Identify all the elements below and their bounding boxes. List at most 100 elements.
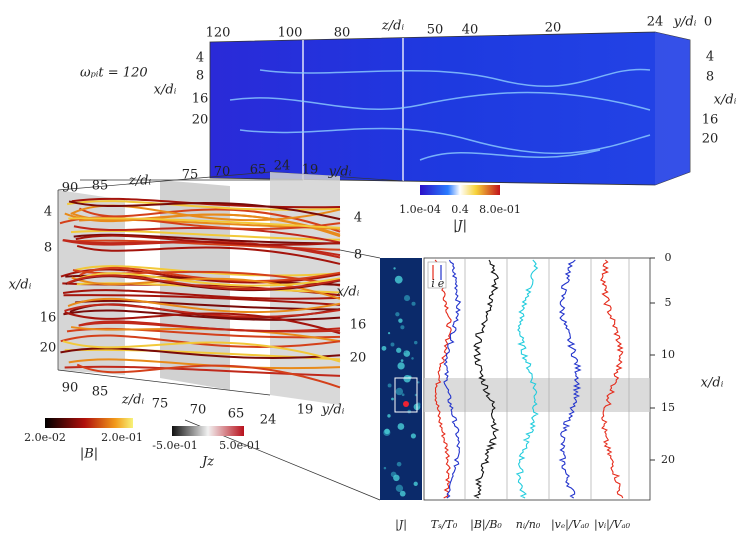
label: 8	[44, 241, 52, 256]
field-line	[75, 299, 341, 311]
label: 16	[40, 311, 57, 326]
label: 85	[92, 179, 109, 194]
field-line	[64, 311, 341, 335]
label: z/dᵢ	[381, 19, 405, 34]
field-line	[72, 269, 341, 287]
current-blob	[411, 301, 416, 306]
current-blob	[395, 387, 404, 396]
label: 65	[228, 407, 245, 422]
colorbar-B	[45, 418, 133, 428]
current-blob	[410, 433, 416, 439]
label: y/dᵢ	[328, 165, 352, 180]
current-blob	[393, 267, 396, 270]
current-blob	[413, 481, 418, 486]
field-line	[70, 229, 341, 241]
field-line	[76, 363, 341, 389]
current-blob	[398, 318, 403, 323]
label: 120	[206, 26, 231, 41]
label: 80	[334, 26, 351, 41]
label: 20	[661, 453, 675, 466]
field-line	[71, 197, 341, 209]
label: x/dᵢ	[714, 93, 737, 108]
label: |vₑ|/Vₐ₀	[551, 518, 590, 532]
current-blob	[395, 312, 400, 317]
field-line	[63, 294, 341, 306]
label: 20	[702, 132, 719, 147]
field-line	[62, 239, 341, 259]
label: |J|	[395, 518, 407, 532]
label: |vᵢ|/Vₐ₀	[594, 518, 631, 532]
field-line	[68, 358, 341, 370]
label: 70	[190, 403, 207, 418]
label: nᵢ/n₀	[516, 518, 541, 531]
label: |B|/B₀	[470, 518, 502, 532]
field-line	[68, 217, 341, 229]
label: 2.0e-01	[101, 431, 143, 444]
current-blob	[414, 340, 418, 345]
field-line	[79, 218, 341, 230]
label: 20	[545, 21, 562, 36]
label: |J|	[453, 219, 467, 234]
current-blob	[400, 325, 405, 330]
field-line	[75, 265, 341, 277]
label: 19	[302, 163, 319, 178]
mid-volume	[57, 171, 341, 405]
label: Jz	[199, 455, 214, 470]
field-line	[66, 274, 341, 291]
label: |B|	[80, 447, 98, 462]
current-blob	[390, 342, 395, 347]
current-blob	[396, 461, 402, 467]
label: x/dᵢ	[701, 376, 724, 391]
label: 0.4	[451, 203, 469, 216]
label: 8	[706, 70, 714, 85]
profile-curve	[443, 259, 462, 499]
field-line	[64, 348, 341, 361]
field-line	[70, 204, 341, 222]
label: 8	[354, 248, 362, 263]
profile-curve	[558, 259, 582, 499]
label: x/dᵢ	[9, 278, 32, 293]
field-line	[60, 347, 341, 359]
label: 85	[92, 385, 109, 400]
profile-curve	[434, 259, 452, 499]
label: 75	[152, 397, 169, 412]
label: 0	[665, 251, 672, 264]
field-line	[73, 233, 341, 245]
label: 70	[214, 165, 231, 180]
field-line	[62, 340, 341, 363]
label: 90	[62, 381, 79, 396]
current-blob	[387, 332, 391, 335]
label: 40	[462, 23, 479, 38]
label: Tₛ/T₀	[431, 518, 458, 531]
label: z/dᵢ	[121, 393, 145, 408]
field-line	[70, 326, 341, 343]
current-blob	[387, 383, 392, 388]
label: 65	[250, 163, 267, 178]
label: x/dᵢ	[337, 285, 360, 300]
field-line	[75, 234, 341, 246]
field-line	[76, 245, 341, 265]
current-blob	[411, 357, 414, 360]
label: 10	[661, 348, 675, 361]
top-volume	[209, 31, 691, 186]
current-blob	[387, 414, 391, 418]
label: 15	[661, 401, 675, 414]
label: 4	[196, 51, 204, 66]
label: e	[438, 277, 445, 290]
label: 75	[182, 168, 199, 183]
current-blob	[383, 466, 387, 470]
current-blob	[394, 275, 403, 284]
label: 16	[702, 113, 719, 128]
current-blob	[397, 362, 405, 370]
current-blob	[381, 345, 387, 351]
label: y/dᵢ	[321, 403, 345, 418]
current-blob	[399, 490, 406, 497]
colorbar-Jz	[172, 426, 244, 436]
label: 20	[40, 341, 57, 356]
current-blob	[397, 423, 405, 430]
label: 16	[192, 92, 209, 107]
label: 4	[44, 205, 52, 220]
field-line	[64, 212, 341, 238]
label: 8.0e-01	[479, 203, 521, 216]
field-line	[73, 225, 341, 244]
